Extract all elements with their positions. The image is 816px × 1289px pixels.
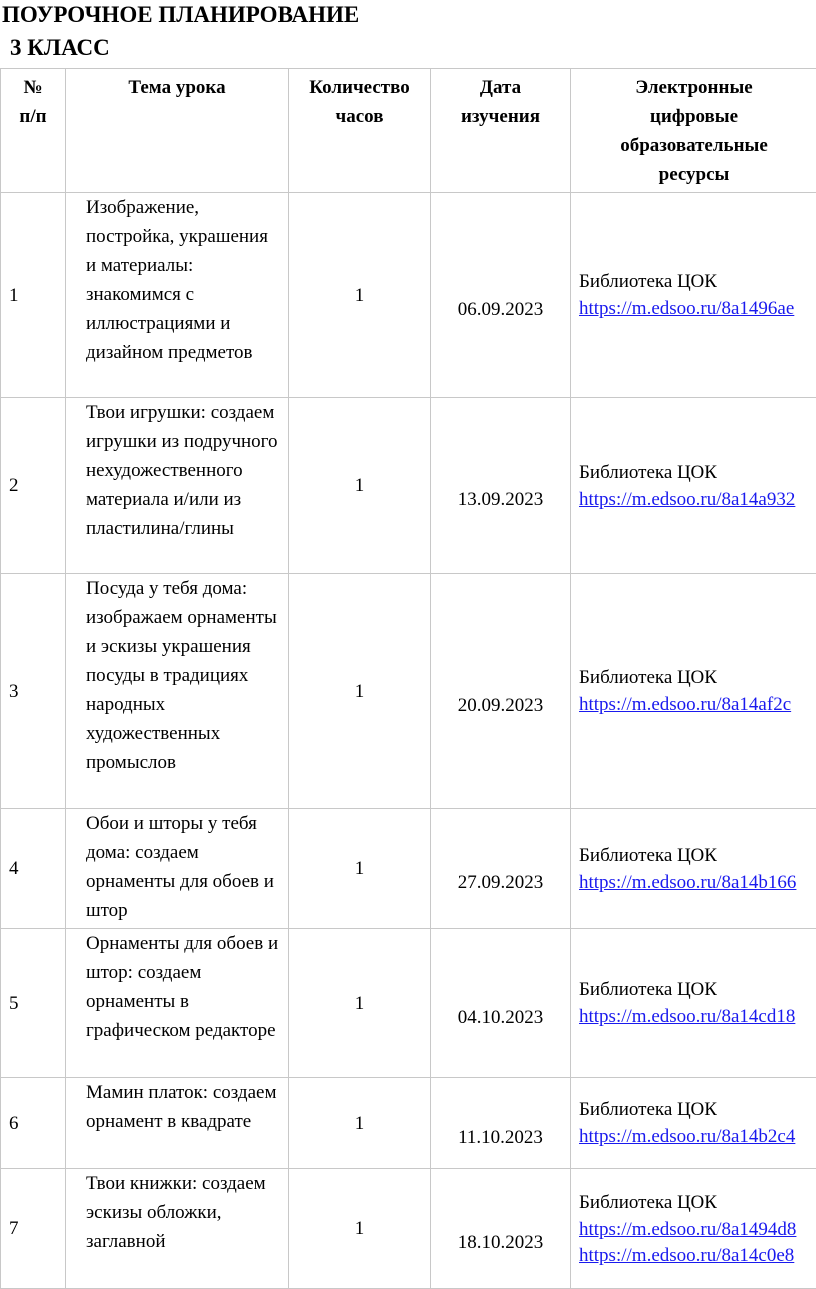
lesson-plan-table: № п/п Тема урока Количество часов Дата и… <box>0 68 816 1289</box>
library-label: Библиотека ЦОК <box>579 976 811 1004</box>
header-resources: Электронные цифровые образовательные рес… <box>571 69 816 193</box>
table-header-row: № п/п Тема урока Количество часов Дата и… <box>1 69 816 193</box>
row-topic: Орнаменты для обоев и штор: создаем орна… <box>66 929 289 1078</box>
row-date: 18.10.2023 <box>431 1169 571 1289</box>
header-date: Дата изучения <box>431 69 571 193</box>
row-date: 06.09.2023 <box>431 193 571 398</box>
resource-link[interactable]: https://m.edsoo.ru/8a14af2c <box>579 692 811 718</box>
library-label: Библиотека ЦОК <box>579 459 811 487</box>
row-topic: Изображение, постройка, украшения и мате… <box>66 193 289 398</box>
row-topic: Твои книжки: создаем эскизы обложки, заг… <box>66 1169 289 1289</box>
header-topic: Тема урока <box>66 69 289 193</box>
row-hours: 1 <box>289 1078 431 1169</box>
row-hours: 1 <box>289 574 431 809</box>
library-label: Библиотека ЦОК <box>579 268 811 296</box>
library-label: Библиотека ЦОК <box>579 842 811 870</box>
row-hours: 1 <box>289 809 431 929</box>
row-date: 27.09.2023 <box>431 809 571 929</box>
row-topic: Обои и шторы у тебя дома: создаем орнаме… <box>66 809 289 929</box>
row-topic: Твои игрушки: создаем игрушки из подручн… <box>66 398 289 574</box>
resource-link[interactable]: https://m.edsoo.ru/8a14cd18 <box>579 1004 811 1030</box>
library-label: Библиотека ЦОК <box>579 1096 811 1124</box>
resource-link[interactable]: https://m.edsoo.ru/8a14a932 <box>579 487 811 513</box>
row-hours: 1 <box>289 1169 431 1289</box>
row-hours: 1 <box>289 398 431 574</box>
row-number: 3 <box>1 574 66 809</box>
row-date: 20.09.2023 <box>431 574 571 809</box>
row-date: 04.10.2023 <box>431 929 571 1078</box>
resource-link[interactable]: https://m.edsoo.ru/8a14b2c4 <box>579 1124 811 1150</box>
resource-link[interactable]: https://m.edsoo.ru/8a1496ae <box>579 296 811 322</box>
row-number: 5 <box>1 929 66 1078</box>
resource-link[interactable]: https://m.edsoo.ru/8a1494d8 <box>579 1217 811 1243</box>
row-number: 7 <box>1 1169 66 1289</box>
resource-link[interactable]: https://m.edsoo.ru/8a14b166 <box>579 870 811 896</box>
row-topic: Мамин платок: создаем орнамент в квадрат… <box>66 1078 289 1169</box>
row-date: 11.10.2023 <box>431 1078 571 1169</box>
row-number: 1 <box>1 193 66 398</box>
row-number: 2 <box>1 398 66 574</box>
header-number: № п/п <box>1 69 66 193</box>
row-number: 6 <box>1 1078 66 1169</box>
row-topic: Посуда у тебя дома: изображаем орнаменты… <box>66 574 289 809</box>
row-hours: 1 <box>289 929 431 1078</box>
header-hours: Количество часов <box>289 69 431 193</box>
page-subtitle: 3 КЛАСС <box>10 35 110 61</box>
library-label: Библиотека ЦОК <box>579 664 811 692</box>
resource-link[interactable]: https://m.edsoo.ru/8a14c0e8 <box>579 1243 811 1269</box>
library-label: Библиотека ЦОК <box>579 1189 811 1217</box>
row-number: 4 <box>1 809 66 929</box>
row-date: 13.09.2023 <box>431 398 571 574</box>
row-hours: 1 <box>289 193 431 398</box>
page-title: ПОУРОЧНОЕ ПЛАНИРОВАНИЕ <box>2 2 359 28</box>
